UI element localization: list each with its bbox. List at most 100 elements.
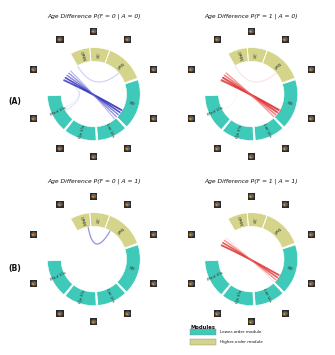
Ellipse shape — [126, 39, 128, 40]
Polygon shape — [105, 215, 137, 248]
Bar — [214, 36, 221, 43]
Ellipse shape — [309, 67, 314, 72]
Text: EC: EC — [254, 217, 259, 223]
Ellipse shape — [92, 196, 93, 197]
Ellipse shape — [282, 311, 288, 316]
Bar — [281, 145, 289, 152]
Bar — [56, 310, 64, 317]
Bar — [248, 193, 255, 200]
Polygon shape — [223, 120, 254, 141]
Text: Op Vis: Op Vis — [78, 290, 86, 304]
Polygon shape — [262, 215, 295, 248]
Bar — [30, 280, 37, 287]
Ellipse shape — [91, 154, 96, 159]
Text: Lat Vis: Lat Vis — [105, 123, 115, 138]
Ellipse shape — [283, 39, 286, 41]
Text: SN: SN — [129, 101, 136, 106]
Bar — [124, 145, 131, 152]
Text: (B): (B) — [8, 263, 21, 273]
Polygon shape — [254, 118, 283, 140]
Ellipse shape — [282, 146, 288, 151]
Ellipse shape — [309, 69, 312, 71]
Ellipse shape — [151, 281, 156, 286]
Ellipse shape — [126, 148, 128, 150]
Ellipse shape — [215, 37, 220, 42]
Polygon shape — [274, 80, 298, 127]
Text: FPN: FPN — [275, 62, 284, 70]
Ellipse shape — [58, 39, 61, 41]
Bar — [124, 36, 131, 43]
Text: Med Vis: Med Vis — [207, 271, 224, 282]
Bar — [248, 28, 255, 35]
Polygon shape — [228, 48, 248, 66]
Ellipse shape — [57, 311, 63, 316]
Polygon shape — [90, 213, 110, 228]
Title: Age Difference P(F = 1 | A = 1): Age Difference P(F = 1 | A = 1) — [204, 179, 298, 184]
Bar — [214, 310, 221, 317]
Bar — [248, 153, 255, 160]
Bar — [281, 310, 289, 317]
Ellipse shape — [283, 204, 286, 206]
Ellipse shape — [309, 234, 312, 236]
Ellipse shape — [249, 320, 254, 324]
Text: Lat Vis: Lat Vis — [105, 288, 115, 303]
Bar — [281, 201, 289, 208]
Ellipse shape — [59, 39, 60, 40]
Ellipse shape — [152, 118, 154, 120]
Ellipse shape — [91, 194, 96, 198]
Polygon shape — [48, 260, 73, 295]
Bar — [188, 231, 195, 238]
Ellipse shape — [215, 202, 220, 207]
Title: Age Difference P(F = 0 | A = 0): Age Difference P(F = 0 | A = 0) — [47, 13, 141, 19]
Text: DMN: DMN — [236, 216, 243, 227]
Polygon shape — [117, 80, 140, 127]
Ellipse shape — [32, 283, 34, 285]
Text: FPN: FPN — [275, 227, 284, 235]
Text: Higher-order module: Higher-order module — [220, 340, 263, 344]
Ellipse shape — [57, 37, 63, 42]
Bar — [56, 201, 64, 208]
Ellipse shape — [152, 69, 154, 71]
Bar — [90, 318, 97, 326]
Text: DMN: DMN — [78, 216, 85, 227]
Bar — [248, 318, 255, 326]
Ellipse shape — [125, 37, 130, 42]
Ellipse shape — [125, 311, 130, 316]
Bar — [90, 193, 97, 200]
Ellipse shape — [216, 204, 217, 205]
Text: Med Vis: Med Vis — [207, 106, 224, 117]
Ellipse shape — [189, 67, 194, 72]
Text: Lat Vis: Lat Vis — [263, 123, 272, 138]
Ellipse shape — [57, 146, 63, 151]
FancyBboxPatch shape — [190, 339, 216, 345]
Ellipse shape — [152, 283, 154, 285]
Ellipse shape — [126, 204, 128, 205]
Bar — [308, 115, 315, 122]
Ellipse shape — [58, 148, 61, 150]
Ellipse shape — [31, 281, 37, 286]
Ellipse shape — [31, 116, 37, 121]
Ellipse shape — [59, 314, 60, 315]
Ellipse shape — [31, 67, 37, 72]
Ellipse shape — [92, 196, 94, 198]
Polygon shape — [262, 50, 295, 83]
Ellipse shape — [249, 196, 252, 198]
Polygon shape — [71, 48, 91, 66]
Bar — [150, 280, 157, 287]
Bar — [150, 115, 157, 122]
Bar — [56, 145, 64, 152]
Ellipse shape — [249, 31, 252, 33]
Ellipse shape — [126, 313, 128, 315]
Ellipse shape — [58, 204, 61, 206]
Ellipse shape — [92, 31, 93, 32]
Ellipse shape — [309, 118, 312, 120]
Text: SN: SN — [286, 266, 293, 271]
Ellipse shape — [189, 281, 194, 286]
Ellipse shape — [215, 204, 218, 206]
FancyBboxPatch shape — [190, 329, 216, 335]
Ellipse shape — [57, 202, 63, 207]
Ellipse shape — [92, 322, 93, 323]
Ellipse shape — [92, 156, 94, 158]
Text: EC: EC — [96, 217, 101, 223]
Ellipse shape — [126, 314, 128, 315]
